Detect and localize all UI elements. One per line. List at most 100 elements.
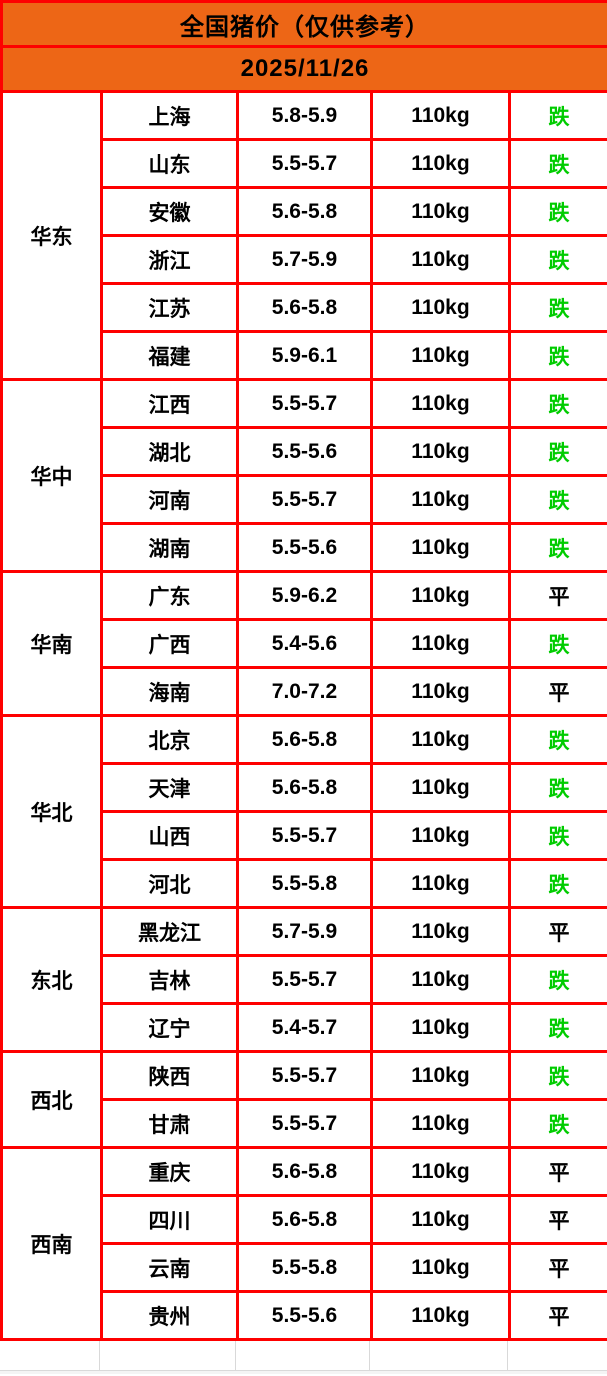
spreadsheet-filler-bottom [0,1371,607,1374]
grid-line [99,1341,100,1370]
weight-cell: 110kg [370,1050,511,1101]
province-cell: 云南 [100,1242,239,1293]
province-cell: 河南 [100,474,239,525]
table-row: 华东 上海 5.8-5.9 110kg 跌 [0,90,607,381]
province-cell: 贵州 [100,1290,239,1341]
weight-cell: 110kg [370,90,511,141]
table-row: 华南 广东 5.9-6.2 110kg 平 [0,570,607,717]
province-cell: 天津 [100,762,239,813]
province-cell: 湖南 [100,522,239,573]
weight-cell: 110kg [370,1290,511,1341]
weight-cell: 110kg [370,138,511,189]
price-cell: 5.6-5.8 [236,762,373,813]
table-row: 吉林 5.5-5.7 110kg 跌 [2,954,607,1005]
trend-cell: 平 [507,906,607,957]
table-row: 云南 5.5-5.8 110kg 平 [2,1242,607,1293]
province-cell: 安徽 [100,186,239,237]
price-cell: 5.7-5.9 [236,906,373,957]
price-table-body: 全国猪价（仅供参考） 2025/11/26 华东 上海 5.8-5.9 110kg 跌山… [0,0,607,1341]
region-cell: 华南 [0,570,103,717]
trend-cell: 跌 [507,522,607,573]
price-cell: 5.5-5.6 [236,426,373,477]
table-row: 海南 7.0-7.2 110kg 平 [2,666,607,717]
province-cell: 黑龙江 [100,906,239,957]
trend-cell: 跌 [507,378,607,429]
province-cell: 上海 [100,90,239,141]
trend-cell: 跌 [507,138,607,189]
province-cell: 江苏 [100,282,239,333]
table-row: 广西 5.4-5.6 110kg 跌 [2,618,607,669]
trend-cell: 跌 [507,282,607,333]
date-row: 2025/11/26 [0,45,607,93]
price-cell: 5.8-5.9 [236,90,373,141]
trend-cell: 跌 [507,90,607,141]
price-cell: 5.4-5.7 [236,1002,373,1053]
table-row: 浙江 5.7-5.9 110kg 跌 [2,234,607,285]
province-cell: 北京 [100,714,239,765]
trend-cell: 跌 [507,810,607,861]
grid-line [235,1341,236,1370]
table-row: 贵州 5.5-5.6 110kg 平 [2,1290,607,1341]
province-cell: 河北 [100,858,239,909]
weight-cell: 110kg [370,474,511,525]
date-label: 2025/11/26 [0,45,607,93]
table-row: 福建 5.9-6.1 110kg 跌 [2,330,607,381]
weight-cell: 110kg [370,186,511,237]
price-cell: 5.5-5.7 [236,138,373,189]
province-cell: 辽宁 [100,1002,239,1053]
table-row: 东北 黑龙江 5.7-5.9 110kg 平 [0,906,607,1053]
table-row: 湖南 5.5-5.6 110kg 跌 [2,522,607,573]
table-row: 河南 5.5-5.7 110kg 跌 [2,474,607,525]
province-cell: 江西 [100,378,239,429]
table-row: 山西 5.5-5.7 110kg 跌 [2,810,607,861]
weight-cell: 110kg [370,1098,511,1149]
weight-cell: 110kg [370,1242,511,1293]
price-cell: 5.5-5.6 [236,522,373,573]
weight-cell: 110kg [370,810,511,861]
province-cell: 福建 [100,330,239,381]
price-cell: 5.7-5.9 [236,234,373,285]
province-cell: 四川 [100,1194,239,1245]
trend-cell: 平 [507,1194,607,1245]
trend-cell: 跌 [507,714,607,765]
table-row: 湖北 5.5-5.6 110kg 跌 [2,426,607,477]
weight-cell: 110kg [370,330,511,381]
price-cell: 5.5-5.7 [236,810,373,861]
price-cell: 5.5-5.7 [236,474,373,525]
price-cell: 5.9-6.2 [236,570,373,621]
trend-cell: 跌 [507,954,607,1005]
trend-cell: 平 [507,1242,607,1293]
page-title: 全国猪价（仅供参考） [0,0,607,48]
weight-cell: 110kg [370,234,511,285]
trend-cell: 平 [507,1146,607,1197]
weight-cell: 110kg [370,906,511,957]
weight-cell: 110kg [370,282,511,333]
trend-cell: 跌 [507,234,607,285]
province-cell: 湖北 [100,426,239,477]
province-cell: 山东 [100,138,239,189]
price-cell: 5.6-5.8 [236,1194,373,1245]
weight-cell: 110kg [370,714,511,765]
trend-cell: 平 [507,1290,607,1341]
trend-cell: 跌 [507,474,607,525]
price-cell: 5.6-5.8 [236,186,373,237]
trend-cell: 跌 [507,186,607,237]
weight-cell: 110kg [370,1146,511,1197]
table-row: 安徽 5.6-5.8 110kg 跌 [2,186,607,237]
province-cell: 广西 [100,618,239,669]
price-cell: 5.4-5.6 [236,618,373,669]
table-row: 天津 5.6-5.8 110kg 跌 [2,762,607,813]
region-cell: 西南 [0,1146,103,1341]
province-cell: 山西 [100,810,239,861]
price-cell: 5.6-5.8 [236,282,373,333]
weight-cell: 110kg [370,954,511,1005]
region-cell: 西北 [0,1050,103,1149]
price-cell: 5.6-5.8 [236,714,373,765]
price-cell: 5.5-5.7 [236,1050,373,1101]
weight-cell: 110kg [370,378,511,429]
table-row: 华中 江西 5.5-5.7 110kg 跌 [0,378,607,573]
weight-cell: 110kg [370,570,511,621]
weight-cell: 110kg [370,762,511,813]
trend-cell: 跌 [507,1002,607,1053]
spreadsheet-filler [0,1341,607,1371]
